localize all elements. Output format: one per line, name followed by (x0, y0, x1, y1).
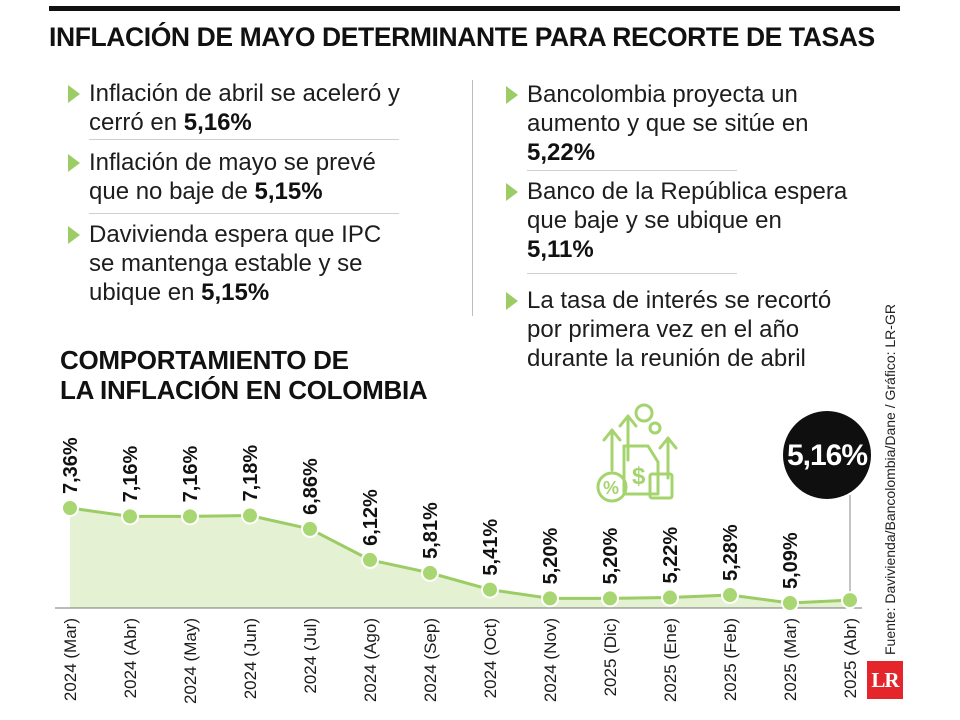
chevron-right-icon (68, 85, 80, 103)
chevron-right-icon (68, 154, 80, 172)
data-point (541, 589, 559, 608)
x-tick-label: 2025 (Mar) (781, 618, 800, 701)
data-point (181, 507, 199, 526)
x-tick-label: 2024 (Nov) (541, 618, 560, 702)
chevron-right-icon (506, 183, 518, 201)
bullet-text: Inflación de abril se aceleró y cerró en (89, 80, 400, 136)
x-tick-label: 2024 (Oct) (481, 618, 500, 698)
bullet-left-2: Inflación de mayo se prevé que no baje d… (68, 148, 409, 206)
bullet-text: La tasa de interés se recortó por primer… (527, 287, 832, 372)
chevron-right-icon (506, 292, 518, 310)
x-tick-label: 2025 (Feb) (721, 618, 740, 701)
separator (527, 273, 737, 274)
bullet-highlight: 5,15% (254, 178, 323, 205)
bullet-right-3: La tasa de interés se recortó por primer… (506, 286, 857, 373)
data-point (781, 594, 799, 612)
separator (527, 170, 737, 171)
bullet-text: Davivienda espera que IPC se mantenga es… (89, 221, 382, 306)
source-note: Fuente: Davivienda/Bancolombia/Dane / Gr… (882, 304, 898, 655)
x-tick-label: 2024 (Jul) (301, 618, 320, 694)
data-point (61, 499, 79, 517)
series-line (69, 506, 851, 605)
data-label: 5,20% (540, 527, 562, 584)
svg-text:%: % (603, 478, 619, 498)
bullet-left-1: Inflación de abril se aceleró y cerró en… (68, 79, 429, 137)
bullet-right-1: Bancolombia proyecta un aumento y que se… (506, 80, 847, 167)
column-divider (472, 80, 473, 316)
data-point (841, 591, 859, 610)
data-label: 7,36% (60, 437, 82, 494)
callout-label: 5,16% (787, 439, 867, 472)
chart-title-line: COMPORTAMIENTO DE (60, 345, 349, 375)
money-growth-icon: $ % (596, 403, 678, 503)
data-point (601, 589, 619, 608)
chart-title-line: LA INFLACIÓN EN COLOMBIA (60, 375, 428, 405)
data-label: 6,86% (300, 458, 322, 515)
separator (89, 139, 399, 140)
bullet-highlight: 5,11% (527, 236, 594, 263)
x-tick-label: 2025 (Abr) (841, 618, 860, 698)
data-point (361, 550, 379, 569)
data-label: 5,22% (660, 527, 682, 584)
x-tick-label: 2024 (Jun) (241, 618, 260, 699)
data-label: 5,09% (780, 532, 802, 589)
lr-logo: LR (867, 661, 903, 699)
data-label: 7,18% (240, 445, 262, 502)
x-tick-label: 2024 (May) (181, 618, 200, 704)
data-point (721, 586, 739, 605)
chevron-right-icon (68, 226, 80, 244)
x-tick-label: 2025 (Dic) (601, 618, 620, 696)
data-label: 5,41% (480, 519, 502, 576)
data-point (121, 507, 139, 526)
chevron-right-icon (506, 86, 518, 104)
data-label: 5,81% (420, 502, 442, 559)
data-point (421, 563, 439, 582)
x-tick-label: 2024 (Abr) (121, 618, 140, 698)
callout-bubble (783, 411, 871, 499)
data-point (301, 519, 319, 538)
bullet-text: Inflación de mayo se prevé que no baje d… (89, 149, 376, 205)
separator (89, 213, 399, 214)
svg-text:$: $ (632, 463, 646, 490)
bullet-text: Banco de la República espera que baje y … (527, 178, 848, 234)
data-point (241, 506, 259, 525)
chart-layer: 7,36% 2024 (Mar) 7,16% 2024 (Abr) 7,16% 2024 … (55, 411, 871, 704)
x-tick-label: 2024 (Ago) (361, 618, 380, 702)
data-label: 6,12% (360, 489, 382, 546)
bullet-highlight: 5,22% (527, 139, 596, 166)
data-point (481, 580, 499, 599)
bullet-right-2: Banco de la República espera que baje y … (506, 177, 867, 264)
data-point (661, 588, 679, 607)
data-label: 7,16% (180, 445, 202, 502)
area-fill (70, 508, 850, 608)
x-tick-label: 2024 (Sep) (421, 618, 440, 702)
bullet-text: Bancolombia proyecta un aumento y que se… (527, 81, 809, 137)
top-rule (49, 6, 900, 11)
page-title: INFLACIÓN DE MAYO DETERMINANTE PARA RECO… (49, 22, 875, 52)
data-label: 5,28% (720, 524, 742, 581)
bullet-highlight: 5,15% (201, 279, 270, 306)
bullet-left-3: Davivienda espera que IPC se mantenga es… (68, 220, 409, 307)
data-label: 7,16% (120, 445, 142, 502)
data-label: 5,20% (600, 527, 622, 584)
bullet-highlight: 5,16% (183, 109, 252, 136)
x-tick-label: 2025 (Ene) (661, 618, 680, 702)
x-tick-label: 2024 (Mar) (61, 618, 80, 701)
chart-title: COMPORTAMIENTO DE LA INFLACIÓN EN COLOMB… (60, 345, 428, 405)
